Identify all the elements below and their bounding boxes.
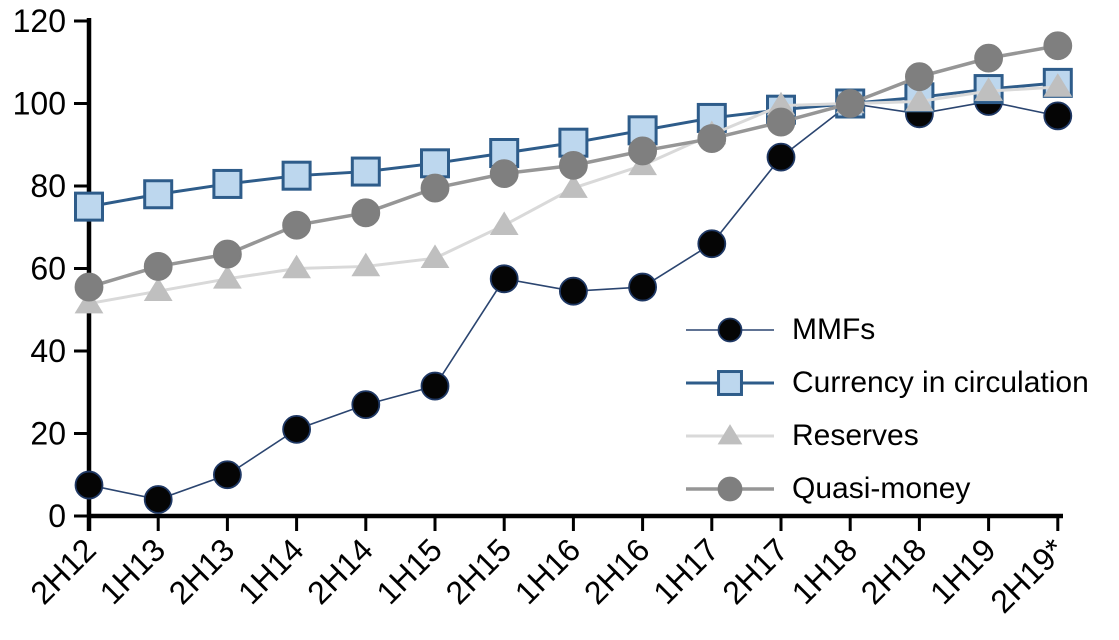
- data-point: [559, 174, 588, 198]
- data-point: [835, 89, 865, 118]
- x-tick-label: 2H14: [300, 531, 380, 611]
- legend-item-currency-in-circulation: Currency in circulation: [684, 356, 1089, 409]
- data-point: [143, 277, 173, 301]
- data-point: [974, 43, 1003, 73]
- legend: MMFs Currency in circulation Reserves Qu…: [684, 303, 1089, 515]
- data-point: [282, 254, 311, 279]
- data-point: [905, 62, 934, 92]
- data-point: [143, 179, 174, 210]
- x-tick-label: 2H13: [162, 531, 242, 611]
- data-point: [420, 244, 450, 268]
- data-point: [74, 289, 104, 314]
- data-point: [697, 124, 727, 153]
- x-tick-label: 2H18: [854, 531, 934, 611]
- data-point: [420, 173, 450, 203]
- currency-legend-marker-icon: [686, 369, 774, 396]
- data-point: [351, 198, 381, 228]
- data-point: [974, 77, 1003, 101]
- data-point: [489, 264, 519, 294]
- mmfs-legend-marker-icon: [686, 317, 774, 342]
- y-tick-label: 40: [30, 333, 66, 369]
- data-point: [74, 470, 104, 500]
- legend-label: Reserves: [792, 418, 919, 452]
- x-tick-label: 1H18: [785, 531, 865, 611]
- x-tick-label: 1H14: [231, 531, 311, 611]
- x-tick-label: 2H16: [577, 531, 657, 611]
- x-tick-label: 2H15: [439, 531, 519, 611]
- data-point: [766, 142, 796, 172]
- data-point: [559, 276, 588, 306]
- x-tick-label: 1H17: [646, 531, 726, 611]
- legend-item-reserves: Reserves: [684, 409, 1089, 462]
- data-point: [489, 159, 519, 189]
- data-point: [905, 87, 934, 112]
- data-point: [351, 252, 381, 277]
- data-point: [74, 272, 104, 302]
- data-point: [143, 252, 173, 281]
- quasi-money-legend-marker-icon: [686, 476, 774, 501]
- data-point: [281, 160, 312, 191]
- legend-item-quasi-money: Quasi-money: [684, 462, 1089, 515]
- x-tick-label: 1H15: [369, 531, 449, 611]
- data-point: [628, 272, 657, 302]
- legend-label: Quasi-money: [792, 471, 971, 505]
- data-point: [420, 371, 450, 401]
- data-point: [489, 138, 520, 168]
- x-tick-label: 2H12: [23, 531, 103, 611]
- data-point: [212, 460, 242, 490]
- data-point: [350, 156, 381, 187]
- y-tick-label: 80: [30, 168, 66, 204]
- data-point: [282, 414, 312, 444]
- data-point: [489, 211, 519, 235]
- data-point: [74, 191, 104, 222]
- data-point: [143, 485, 173, 514]
- y-tick-label: 0: [48, 498, 66, 534]
- x-tick-label: 2H19*: [983, 531, 1071, 619]
- data-point: [213, 265, 242, 289]
- reserves-legend-marker-icon: [686, 423, 774, 444]
- data-point: [351, 390, 381, 420]
- data-point: [628, 136, 657, 166]
- data-point: [212, 239, 242, 269]
- data-point: [559, 150, 588, 180]
- legend-label: Currency in circulation: [792, 365, 1089, 399]
- x-tick-label: 1H16: [508, 531, 588, 611]
- data-point: [1043, 101, 1073, 131]
- data-point: [420, 148, 450, 179]
- data-point: [282, 210, 312, 240]
- y-tick-label: 60: [30, 251, 66, 287]
- data-point: [766, 107, 796, 137]
- x-tick-label: 1H13: [93, 531, 173, 611]
- data-point: [1043, 31, 1073, 61]
- legend-item-mmfs: MMFs: [684, 303, 1089, 356]
- data-point: [1043, 73, 1073, 97]
- series-quasi-money: [74, 31, 1073, 302]
- data-point: [697, 229, 727, 259]
- data-point: [212, 168, 243, 199]
- y-tick-label: 100: [13, 86, 66, 122]
- y-tick-label: 20: [30, 416, 66, 452]
- y-tick-label: 120: [13, 3, 66, 39]
- legend-label: MMFs: [792, 312, 876, 346]
- x-tick-label: 2H17: [715, 531, 795, 611]
